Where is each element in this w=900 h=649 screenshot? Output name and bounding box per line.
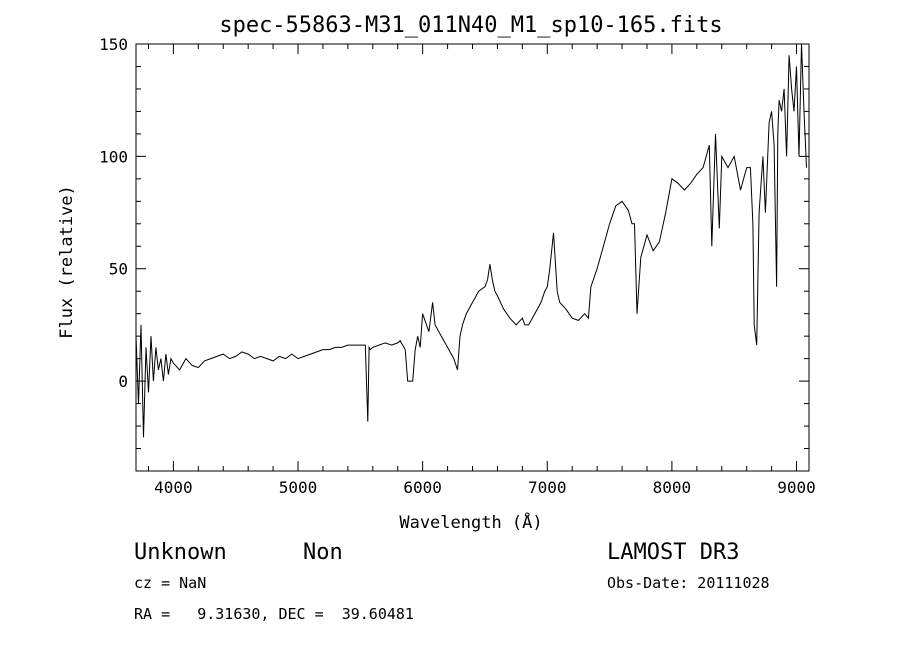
coordinates-label: RA = 9.31630, DEC = 39.60481 [134, 605, 414, 623]
x-tick-label: 6000 [403, 478, 442, 497]
y-tick-label: 0 [118, 372, 128, 391]
x-tick-label: 9000 [777, 478, 816, 497]
chart-title: spec-55863-M31_011N40_M1_sp10-165.fits [219, 13, 722, 38]
y-tick-label: 150 [99, 35, 128, 54]
redshift-label: cz = NaN [134, 574, 206, 592]
x-axis-label: Wavelength (Å) [399, 511, 542, 533]
spectrum-line [135, 43, 807, 438]
object-class: Unknown [134, 540, 227, 565]
x-tick-label: 7000 [528, 478, 567, 497]
x-tick-label: 4000 [154, 478, 193, 497]
survey-label: LAMOST DR3 [607, 540, 739, 565]
x-tick-label: 8000 [653, 478, 692, 497]
obs-date-label: Obs-Date: 20111028 [607, 574, 770, 592]
y-axis-label: Flux (relative) [57, 185, 77, 339]
y-tick-label: 100 [99, 147, 128, 166]
x-axis: 4000 5000 6000 7000 8000 9000 [147, 44, 816, 497]
plot-frame [135, 43, 810, 472]
object-subclass: Non [303, 540, 343, 565]
y-tick-label: 50 [109, 260, 128, 279]
x-tick-label: 5000 [279, 478, 318, 497]
y-axis: 0 50 100 150 [99, 35, 809, 472]
